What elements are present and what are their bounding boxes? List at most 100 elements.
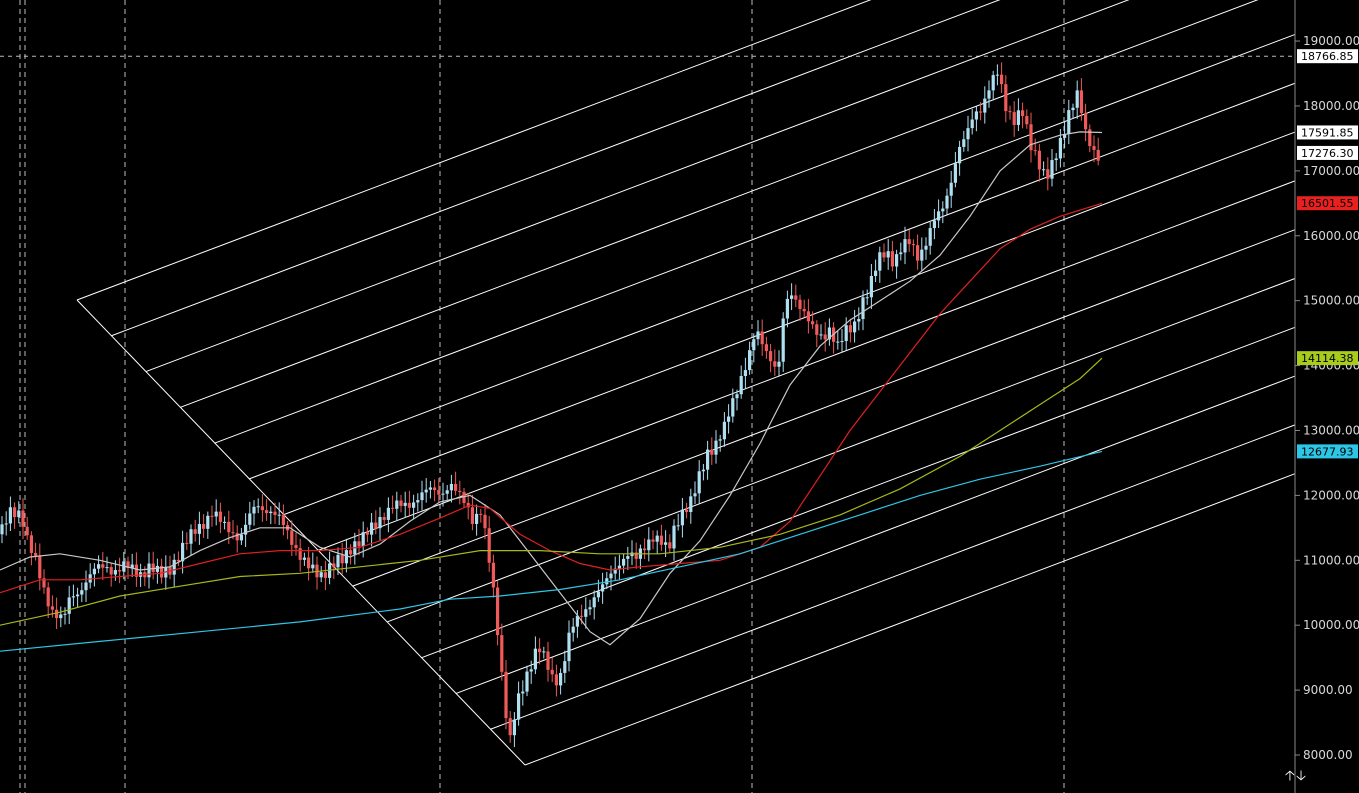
candle-body bbox=[101, 564, 105, 568]
candle-body bbox=[869, 276, 873, 298]
candle-body bbox=[97, 564, 101, 569]
candle-body bbox=[433, 487, 437, 491]
scroll-down-icon[interactable]: 🡣 bbox=[1295, 768, 1307, 784]
candle-body bbox=[580, 615, 584, 617]
channel-base-line[interactable] bbox=[76, 299, 526, 766]
candle-body bbox=[512, 719, 516, 736]
candle-body bbox=[1046, 169, 1050, 179]
candle-body bbox=[1016, 110, 1020, 125]
candle-body bbox=[63, 613, 67, 615]
candle-body bbox=[176, 559, 180, 562]
candle-body bbox=[202, 524, 206, 529]
candle-body bbox=[974, 111, 978, 120]
price-tag-bg bbox=[1297, 145, 1358, 160]
candle-body bbox=[878, 252, 882, 271]
candle-body bbox=[979, 111, 983, 113]
channel-line-8[interactable] bbox=[352, 229, 1296, 587]
candle-body bbox=[357, 541, 361, 547]
channel-line-5[interactable] bbox=[249, 82, 1296, 480]
channel-line-6[interactable] bbox=[283, 131, 1296, 516]
price-tag-bg bbox=[1297, 196, 1358, 211]
candle-body bbox=[403, 502, 407, 506]
candle-body bbox=[218, 511, 222, 522]
candle-body bbox=[126, 561, 130, 569]
candle-body bbox=[340, 554, 344, 564]
candle-body bbox=[449, 483, 453, 491]
candle-body bbox=[815, 324, 819, 335]
channel-line-7[interactable] bbox=[318, 180, 1296, 551]
candle-body bbox=[781, 318, 785, 362]
y-tick-label: 19000.00 bbox=[1303, 34, 1359, 48]
price-tag-label: 17591.85 bbox=[1301, 126, 1354, 139]
trend-channel[interactable] bbox=[76, 0, 1296, 766]
channel-line-0[interactable] bbox=[76, 0, 1295, 301]
candle-body bbox=[609, 573, 613, 579]
candle-body bbox=[617, 565, 621, 569]
candle-body bbox=[802, 308, 806, 312]
candle-body bbox=[332, 563, 336, 568]
channel-line-9[interactable] bbox=[386, 278, 1296, 623]
candle-body bbox=[970, 119, 974, 129]
candle-body bbox=[823, 334, 827, 340]
candle-body bbox=[311, 564, 315, 569]
candle-body bbox=[185, 542, 189, 544]
candle-body bbox=[500, 635, 504, 672]
candle-body bbox=[1021, 110, 1025, 117]
candle-body bbox=[269, 511, 273, 514]
candle-body bbox=[1000, 74, 1004, 85]
channel-line-11[interactable] bbox=[455, 375, 1296, 694]
candle-body bbox=[441, 493, 445, 495]
candle-body bbox=[487, 528, 491, 563]
candle-body bbox=[794, 295, 798, 300]
channel-line-2[interactable] bbox=[145, 0, 1295, 373]
channel-line-10[interactable] bbox=[421, 326, 1296, 659]
scroll-arrows[interactable]: 🡡🡣 bbox=[1285, 765, 1307, 789]
candle-body bbox=[395, 500, 399, 509]
candle-body bbox=[739, 376, 743, 395]
price-tag-bg bbox=[1297, 125, 1358, 140]
channel-line-3[interactable] bbox=[180, 0, 1295, 408]
candle-body bbox=[1029, 124, 1033, 151]
channel-line-4[interactable] bbox=[214, 33, 1296, 444]
candle-body bbox=[706, 449, 710, 470]
moving-average-line-3 bbox=[0, 450, 1103, 652]
scroll-up-icon[interactable]: 🡡 bbox=[1284, 768, 1296, 784]
channel-line-1[interactable] bbox=[111, 0, 1295, 337]
price-tag-bg bbox=[1297, 351, 1358, 366]
candle-body bbox=[773, 361, 777, 367]
candle-body bbox=[907, 239, 911, 245]
candle-body bbox=[160, 565, 164, 578]
candle-body bbox=[987, 90, 991, 99]
candle-body bbox=[584, 609, 588, 617]
candle-body bbox=[827, 327, 831, 340]
candle-body bbox=[1088, 129, 1092, 147]
candle-body bbox=[664, 542, 668, 545]
moving-average-line-1 bbox=[0, 202, 1103, 594]
candle-body bbox=[727, 416, 731, 422]
candle-body bbox=[239, 534, 243, 541]
candle-body bbox=[1058, 137, 1062, 159]
candle-body bbox=[59, 614, 63, 619]
candle-body bbox=[109, 567, 113, 575]
candle-body bbox=[928, 228, 932, 246]
candle-body bbox=[407, 502, 411, 508]
channel-line-12[interactable] bbox=[490, 424, 1296, 730]
candle-body bbox=[693, 493, 697, 497]
candle-body bbox=[680, 509, 684, 526]
candle-body bbox=[17, 510, 21, 518]
candle-body bbox=[1008, 111, 1012, 113]
candle-body bbox=[924, 245, 928, 250]
price-tag-label: 17276.30 bbox=[1301, 147, 1354, 160]
moving-average-line-0 bbox=[0, 131, 1103, 646]
candle-body bbox=[227, 521, 231, 533]
candle-body bbox=[634, 552, 638, 559]
candle-body bbox=[895, 254, 899, 267]
price-tag-label: 12677.93 bbox=[1301, 445, 1354, 458]
candle-body bbox=[210, 515, 214, 517]
candle-body bbox=[13, 507, 17, 518]
candle-body bbox=[462, 492, 466, 503]
candle-body bbox=[920, 249, 924, 261]
channel-line-13[interactable] bbox=[524, 473, 1296, 766]
candle-body bbox=[307, 557, 311, 569]
